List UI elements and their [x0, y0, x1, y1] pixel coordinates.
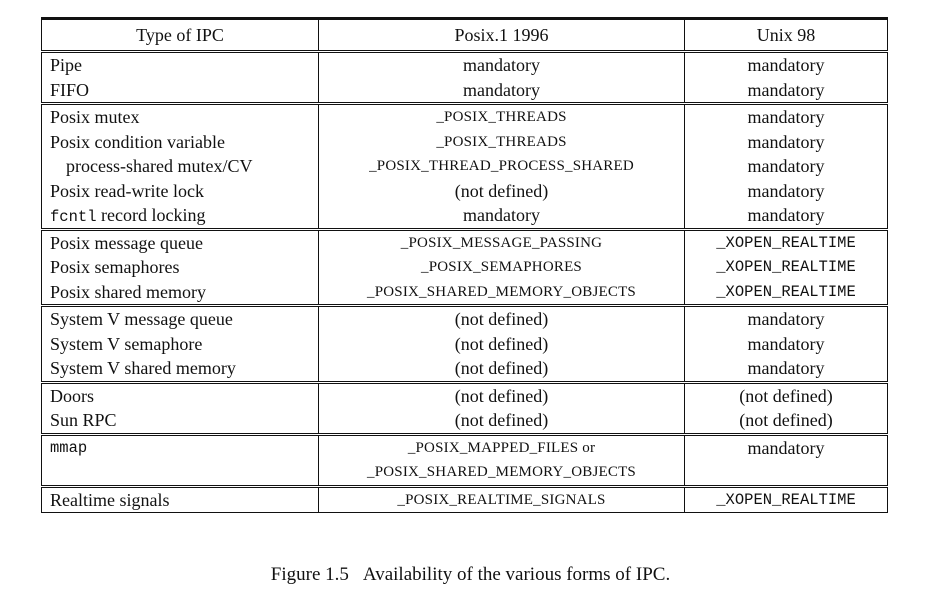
table-header-row: Type of IPC Posix.1 1996 Unix 98	[41, 20, 888, 53]
cell-unix98: mandatory	[684, 129, 888, 154]
cell-unix98: (not defined)	[684, 408, 888, 433]
cell-posix1996: mandatory	[318, 53, 684, 78]
cell-posix1996: (not defined)	[318, 178, 684, 203]
table-row: mmap _POSIX_MAPPED_FILES or mandatory	[41, 435, 888, 460]
table-row: Posix mutex _POSIX_THREADS mandatory	[41, 105, 888, 130]
table-row: fcntl record locking mandatory mandatory	[41, 203, 888, 228]
cell-posix1996: _POSIX_THREADS	[318, 105, 684, 130]
cell-ipc-type: fcntl record locking	[41, 203, 318, 228]
cell-unix98: mandatory	[684, 435, 888, 460]
cell-unix98: _XOPEN_REALTIME	[684, 487, 888, 512]
table-row: Sun RPC (not defined) (not defined)	[41, 408, 888, 433]
cell-unix98: mandatory	[684, 53, 888, 78]
table-row: Posix condition variable _POSIX_THREADS ma…	[41, 129, 888, 154]
cell-ipc-type: Posix message queue	[41, 230, 318, 255]
cell-ipc-type: mmap	[41, 435, 318, 460]
table-row: _POSIX_SHARED_MEMORY_OBJECTS	[41, 460, 888, 485]
cell-posix1996: (not defined)	[318, 307, 684, 332]
table-group: System V message queue (not defined) manda…	[41, 307, 888, 384]
cell-ipc-type: Doors	[41, 383, 318, 408]
cell-ipc-type: System V shared memory	[41, 356, 318, 381]
table-row: FIFO mandatory mandatory	[41, 77, 888, 102]
table-group: Posix mutex _POSIX_THREADS mandatory Posix …	[41, 105, 888, 231]
table-row: System V message queue (not defined) manda…	[41, 307, 888, 332]
figure-caption: Figure 1.5 Availability of the various fo…	[0, 564, 941, 586]
table-row: Posix semaphores _POSIX_SEMAPHORES _XOPEN_…	[41, 255, 888, 280]
cell-ipc-type: System V message queue	[41, 307, 318, 332]
cell-posix1996: mandatory	[318, 77, 684, 102]
table-group: Realtime signals _POSIX_REALTIME_SIGNALS _…	[41, 487, 888, 513]
cell-ipc-type: Posix mutex	[41, 105, 318, 130]
cell-posix1996: _POSIX_THREADS	[318, 129, 684, 154]
cell-unix98: mandatory	[684, 105, 888, 130]
table-row: Pipe mandatory mandatory	[41, 53, 888, 78]
cell-unix98: mandatory	[684, 331, 888, 356]
table-row: Posix shared memory _POSIX_SHARED_MEMORY_…	[41, 279, 888, 304]
cell-ipc-type: Posix shared memory	[41, 279, 318, 304]
cell-unix98: (not defined)	[684, 383, 888, 408]
table-row: Doors (not defined) (not defined)	[41, 383, 888, 408]
table-group: mmap _POSIX_MAPPED_FILES or mandatory _POSI…	[41, 435, 888, 488]
cell-ipc-type: process-shared mutex/CV	[41, 154, 318, 179]
cell-ipc-type: Posix condition variable	[41, 129, 318, 154]
cell-unix98: _XOPEN_REALTIME	[684, 255, 888, 280]
cell-unix98: mandatory	[684, 307, 888, 332]
cell-posix1996: (not defined)	[318, 331, 684, 356]
cell-unix98: mandatory	[684, 178, 888, 203]
cell-ipc-type: Posix semaphores	[41, 255, 318, 280]
cell-ipc-type: Realtime signals	[41, 487, 318, 512]
cell-unix98: mandatory	[684, 77, 888, 102]
cell-unix98: mandatory	[684, 356, 888, 381]
cell-posix1996: _POSIX_SHARED_MEMORY_OBJECTS	[318, 279, 684, 304]
table-row: System V shared memory (not defined) manda…	[41, 356, 888, 381]
cell-ipc-type: Pipe	[41, 53, 318, 78]
cell-unix98: _XOPEN_REALTIME	[684, 230, 888, 255]
cell-posix1996: _POSIX_MAPPED_FILES or	[318, 435, 684, 460]
figure-number: Figure 1.5	[270, 564, 349, 585]
cell-ipc-type: FIFO	[41, 77, 318, 102]
table-group: Posix message queue _POSIX_MESSAGE_PASSIN…	[41, 230, 888, 307]
cell-posix1996: _POSIX_MESSAGE_PASSING	[318, 230, 684, 255]
header-unix98: Unix 98	[684, 20, 888, 50]
header-type-of-ipc: Type of IPC	[41, 20, 318, 50]
cell-posix1996: _POSIX_SEMAPHORES	[318, 255, 684, 280]
cell-ipc-type: Sun RPC	[41, 408, 318, 433]
cell-posix1996: _POSIX_SHARED_MEMORY_OBJECTS	[318, 460, 684, 485]
table-top-rule	[41, 17, 888, 20]
cell-ipc-type: Posix read-write lock	[41, 178, 318, 203]
table-row: process-shared mutex/CV _POSIX_THREAD_PRO…	[41, 154, 888, 179]
cell-ipc-type	[41, 460, 318, 485]
table-row: Posix message queue _POSIX_MESSAGE_PASSIN…	[41, 230, 888, 255]
cell-posix1996: (not defined)	[318, 408, 684, 433]
header-posix1-1996: Posix.1 1996	[318, 20, 684, 50]
fcntl-code: fcntl	[50, 208, 97, 226]
ipc-availability-table: Type of IPC Posix.1 1996 Unix 98 Pipe man…	[41, 17, 888, 513]
table-row: Posix read-write lock (not defined) mandat…	[41, 178, 888, 203]
cell-posix1996: (not defined)	[318, 383, 684, 408]
cell-unix98: _XOPEN_REALTIME	[684, 279, 888, 304]
cell-unix98: mandatory	[684, 154, 888, 179]
cell-unix98	[684, 460, 888, 485]
figure-caption-text: Availability of the various forms of IPC…	[362, 564, 671, 585]
cell-posix1996: (not defined)	[318, 356, 684, 381]
table-row: System V semaphore (not defined) mandatory	[41, 331, 888, 356]
cell-ipc-type: System V semaphore	[41, 331, 318, 356]
cell-posix1996: _POSIX_REALTIME_SIGNALS	[318, 487, 684, 512]
cell-posix1996: _POSIX_THREAD_PROCESS_SHARED	[318, 154, 684, 179]
cell-unix98: mandatory	[684, 203, 888, 228]
cell-posix1996: mandatory	[318, 203, 684, 228]
table-group: Doors (not defined) (not defined) Sun RPC (n…	[41, 383, 888, 436]
table-body: Pipe mandatory mandatory FIFO mandatory manda…	[41, 53, 888, 513]
table-group: Pipe mandatory mandatory FIFO mandatory manda…	[41, 53, 888, 105]
table-row: Realtime signals _POSIX_REALTIME_SIGNALS _…	[41, 487, 888, 512]
